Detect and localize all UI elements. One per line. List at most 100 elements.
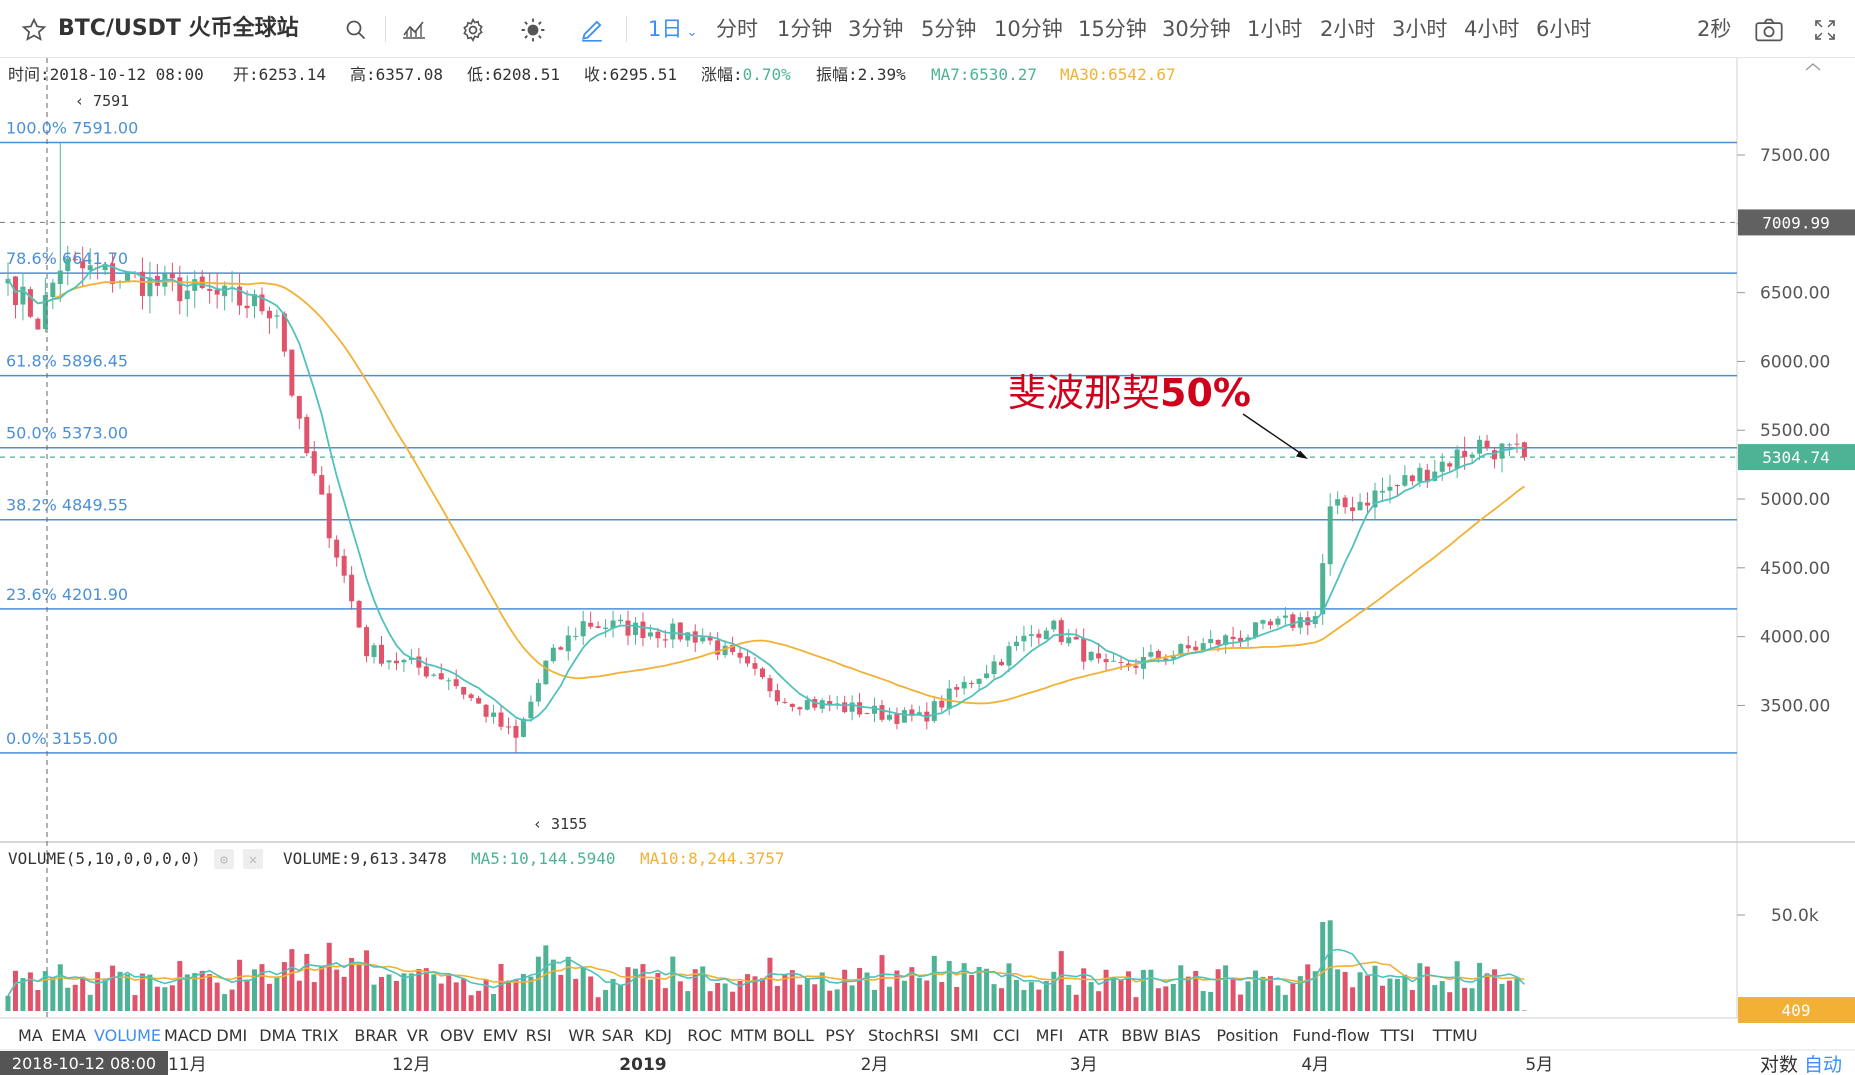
interval-10m[interactable]: 10分钟 <box>994 17 1063 41</box>
indicator-tab-cci[interactable]: CCI <box>993 1026 1020 1045</box>
candle-body[interactable] <box>827 701 833 706</box>
chevron-up-icon[interactable] <box>1805 63 1821 71</box>
candle-body[interactable] <box>1454 449 1460 469</box>
candle-body[interactable] <box>1409 475 1415 482</box>
candle-body[interactable] <box>483 704 489 717</box>
candle-body[interactable] <box>1118 662 1124 664</box>
indicator-tab-macd[interactable]: MACD <box>164 1026 212 1045</box>
candle-body[interactable] <box>745 656 751 664</box>
candle-body[interactable] <box>1111 660 1117 662</box>
candle-body[interactable] <box>909 709 915 716</box>
price-axis[interactable]: 7500.007000.006500.006000.005500.005000.… <box>1737 146 1830 716</box>
candle-body[interactable] <box>886 714 892 720</box>
volume-close-button[interactable] <box>243 849 263 869</box>
interval-5m[interactable]: 5分钟 <box>921 17 977 41</box>
interval-timeline[interactable]: 分时 <box>716 17 758 41</box>
candle-body[interactable] <box>1163 658 1169 661</box>
candle-body[interactable] <box>1506 444 1512 446</box>
candle-body[interactable] <box>147 277 153 297</box>
candle-body[interactable] <box>969 682 975 684</box>
candle-body[interactable] <box>1372 490 1378 508</box>
candle-body[interactable] <box>1170 655 1176 659</box>
candle-body[interactable] <box>27 289 33 317</box>
candle-body[interactable] <box>1245 637 1251 641</box>
candle-body[interactable] <box>1260 620 1266 624</box>
candle-body[interactable] <box>401 659 407 663</box>
refresh-rate[interactable]: 2秒 <box>1697 17 1732 41</box>
interval-3h[interactable]: 3小时 <box>1392 17 1448 41</box>
candle-body[interactable] <box>1058 620 1064 643</box>
settings-icon[interactable] <box>453 0 493 58</box>
candle-body[interactable] <box>603 627 609 630</box>
candle-body[interactable] <box>767 678 773 692</box>
indicator-icon[interactable] <box>394 0 434 58</box>
candle-body[interactable] <box>999 661 1005 666</box>
candle-body[interactable] <box>1327 506 1333 565</box>
indicator-tab-volume[interactable]: VOLUME <box>94 1026 161 1045</box>
candle-body[interactable] <box>901 710 907 723</box>
candle-body[interactable] <box>550 647 556 662</box>
candle-body[interactable] <box>804 700 810 710</box>
indicator-tab-bias[interactable]: BIAS <box>1164 1026 1201 1045</box>
volume-axis[interactable]: 50.0k 409 <box>1737 906 1855 1023</box>
candle-body[interactable] <box>1133 665 1139 668</box>
interval-1h[interactable]: 1小时 <box>1247 17 1303 41</box>
candle-body[interactable] <box>1492 450 1498 460</box>
candle-body[interactable] <box>1208 639 1214 644</box>
candle-body[interactable] <box>423 666 429 677</box>
candle-body[interactable] <box>1021 635 1027 642</box>
indicator-tab-brar[interactable]: BRAR <box>354 1026 398 1045</box>
candle-body[interactable] <box>1193 646 1199 651</box>
candle-body[interactable] <box>20 286 26 305</box>
candle-body[interactable] <box>1424 469 1430 483</box>
interval-4h[interactable]: 4小时 <box>1464 17 1520 41</box>
candle-body[interactable] <box>1103 659 1109 663</box>
candle-body[interactable] <box>618 619 624 622</box>
candle-body[interactable] <box>872 705 878 714</box>
candle-body[interactable] <box>573 635 579 637</box>
candle-body[interactable] <box>939 700 945 708</box>
candle-body[interactable] <box>364 627 370 657</box>
candle-body[interactable] <box>1387 486 1393 491</box>
candle-body[interactable] <box>842 702 848 713</box>
candle-body[interactable] <box>1267 621 1273 626</box>
candle-body[interactable] <box>505 726 511 728</box>
candle-body[interactable] <box>1417 467 1423 482</box>
candle-body[interactable] <box>1320 563 1326 615</box>
candle-body[interactable] <box>692 631 698 643</box>
candle-body[interactable] <box>1223 635 1229 645</box>
candle-body[interactable] <box>700 637 706 642</box>
candle-body[interactable] <box>991 661 997 675</box>
candle-body[interactable] <box>1043 630 1049 640</box>
indicator-tab-dmi[interactable]: DMI <box>216 1026 247 1045</box>
interval-6h[interactable]: 6小时 <box>1536 17 1592 41</box>
candle-body[interactable] <box>468 694 474 699</box>
candle-body[interactable] <box>677 622 683 640</box>
candle-body[interactable] <box>393 660 399 664</box>
candle-body[interactable] <box>1066 637 1072 644</box>
candle-body[interactable] <box>946 688 952 709</box>
candle-body[interactable] <box>207 288 213 291</box>
candle-body[interactable] <box>311 451 317 474</box>
candle-body[interactable] <box>289 349 295 396</box>
candle-body[interactable] <box>334 539 340 558</box>
candle-body[interactable] <box>610 620 616 629</box>
interval-2h[interactable]: 2小时 <box>1320 17 1376 41</box>
candle-body[interactable] <box>857 702 863 715</box>
indicator-tab-atr[interactable]: ATR <box>1078 1026 1109 1045</box>
time-axis[interactable]: 2018-10-12 08:00 11月 12月 2019 2月 3月 4月 5月 <box>0 1051 1553 1075</box>
indicator-tab-stochrsi[interactable]: StochRSI <box>868 1026 939 1045</box>
candle-body[interactable] <box>1521 442 1527 458</box>
candle-body[interactable] <box>1394 485 1400 487</box>
indicator-tab-mtm[interactable]: MTM <box>730 1026 767 1045</box>
candle-body[interactable] <box>588 622 594 627</box>
indicator-tab-emv[interactable]: EMV <box>483 1026 518 1045</box>
candle-body[interactable] <box>1439 461 1445 472</box>
candle-body[interactable] <box>386 660 392 663</box>
candle-body[interactable] <box>632 622 638 636</box>
candle-body[interactable] <box>1088 651 1094 661</box>
candle-body[interactable] <box>715 640 721 655</box>
candle-body[interactable] <box>1379 490 1385 493</box>
indicator-tab-boll[interactable]: BOLL <box>773 1026 814 1045</box>
